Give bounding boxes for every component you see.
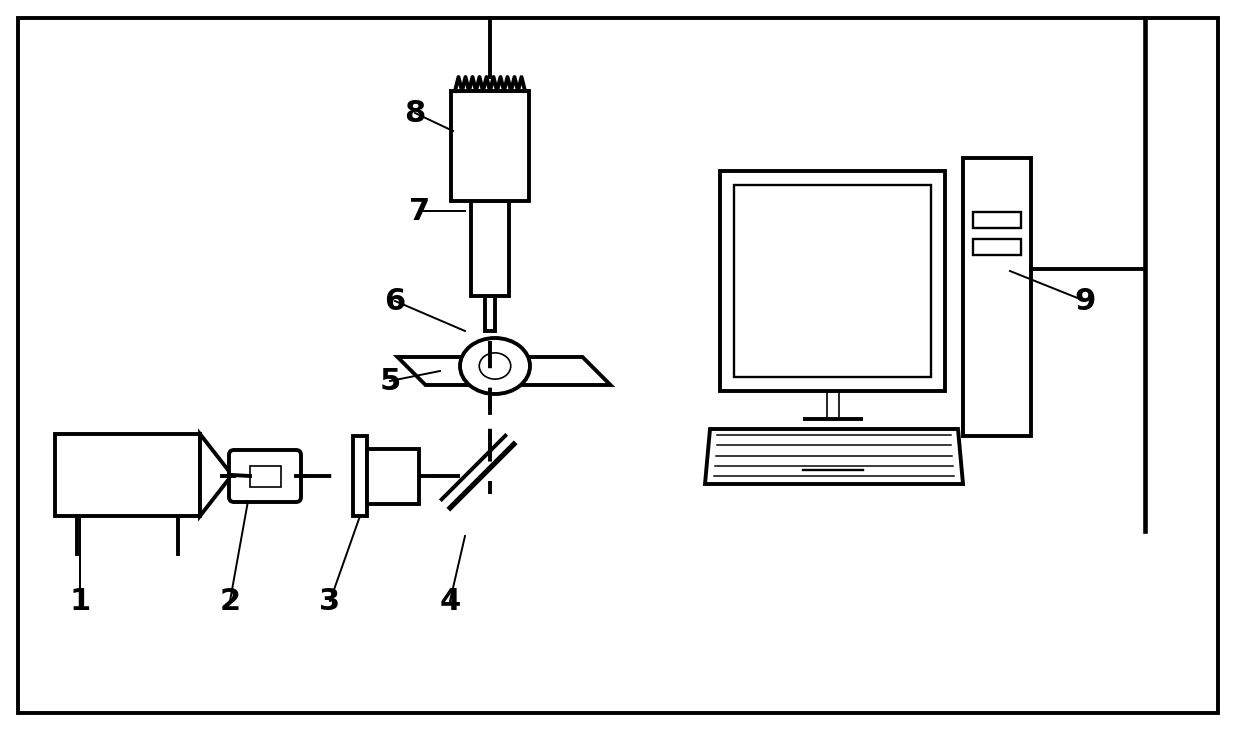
Bar (484, 296, 496, 331)
Text: 1: 1 (69, 586, 90, 616)
Bar (963, 158, 1031, 436)
Text: 5: 5 (379, 366, 400, 395)
Bar (720, 171, 945, 391)
Bar (733, 185, 930, 377)
Bar (249, 466, 280, 487)
Polygon shape (705, 429, 963, 484)
Bar (471, 201, 509, 296)
Text: 6: 6 (384, 287, 405, 316)
Ellipse shape (460, 338, 530, 394)
Bar (353, 436, 367, 516)
Polygon shape (398, 357, 611, 385)
Bar (973, 211, 1021, 227)
Text: 9: 9 (1074, 287, 1095, 316)
Polygon shape (199, 434, 232, 516)
Bar (367, 449, 419, 504)
Bar (973, 239, 1021, 255)
FancyBboxPatch shape (229, 450, 301, 502)
Bar (55, 434, 199, 516)
Text: 2: 2 (219, 586, 240, 616)
Text: 8: 8 (404, 99, 426, 127)
Bar (451, 91, 529, 201)
Text: 4: 4 (440, 586, 461, 616)
Text: 7: 7 (409, 197, 431, 225)
Text: 3: 3 (320, 586, 341, 616)
